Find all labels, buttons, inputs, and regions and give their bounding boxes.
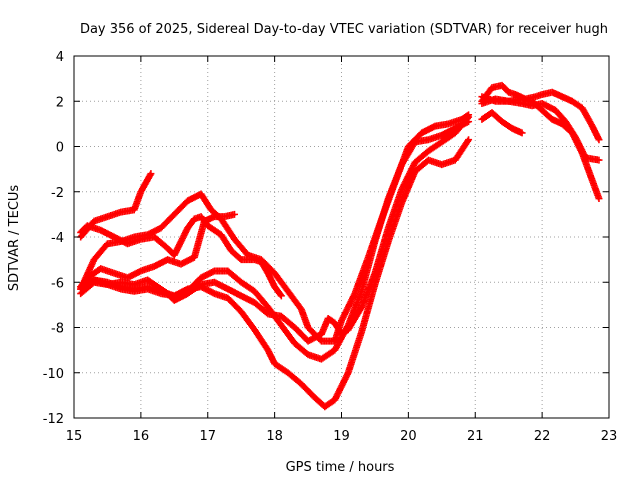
x-tick-label: 22	[534, 429, 551, 444]
data-point	[147, 170, 155, 178]
data-point	[595, 136, 603, 144]
y-tick-label: -8	[51, 322, 64, 337]
data-point	[146, 171, 154, 179]
data-point	[196, 282, 204, 290]
chart-title: Day 356 of 2025, Sidereal Day-to-day VTE…	[80, 22, 608, 37]
y-tick-label: -10	[43, 367, 64, 382]
axis-ticks	[73, 55, 610, 419]
x-axis-label: GPS time / hours	[286, 460, 395, 475]
y-tick-label: -12	[43, 412, 64, 427]
grid	[74, 56, 609, 418]
tick-labels: 15 16 17 18 19 20 21 22 23 -12 -10 -8 -6 -4 -2 0 2 4	[43, 50, 618, 444]
data-point	[277, 292, 285, 300]
y-tick-label: 4	[56, 50, 64, 65]
data-point	[464, 137, 472, 145]
y-tick-label: 0	[56, 141, 64, 156]
series-track-8	[478, 81, 603, 144]
y-tick-label: 2	[56, 95, 64, 110]
series-track-6	[77, 113, 473, 345]
data-point	[463, 114, 471, 122]
x-tick-label: 16	[133, 429, 150, 444]
y-axis-label: SDTVAR / TECUs	[7, 185, 22, 292]
data-point	[276, 291, 284, 299]
data-points	[77, 81, 603, 411]
x-tick-label: 15	[66, 429, 83, 444]
data-point	[231, 210, 238, 218]
data-point	[465, 113, 473, 121]
data-point	[465, 136, 473, 144]
x-tick-label: 18	[266, 429, 283, 444]
x-tick-label: 17	[199, 429, 216, 444]
x-tick-label: 23	[601, 429, 618, 444]
series-track-3	[77, 210, 238, 291]
series-track-10	[478, 109, 526, 137]
y-tick-label: -2	[51, 186, 64, 201]
data-point	[595, 195, 603, 203]
series-track-7	[77, 213, 285, 300]
x-tick-label: 20	[400, 429, 417, 444]
data-point	[595, 156, 603, 164]
series-track-11	[478, 95, 603, 164]
x-tick-label: 19	[333, 429, 350, 444]
y-tick-label: -6	[51, 276, 64, 291]
y-tick-label: -4	[51, 231, 64, 246]
x-tick-label: 21	[467, 429, 484, 444]
data-point	[518, 129, 526, 137]
